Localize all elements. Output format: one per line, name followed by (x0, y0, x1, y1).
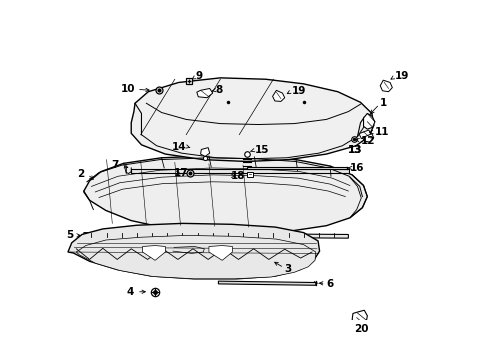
Polygon shape (131, 169, 348, 172)
Text: 8: 8 (215, 85, 223, 95)
Text: 3: 3 (284, 264, 291, 274)
Text: 12: 12 (360, 136, 374, 146)
Polygon shape (131, 78, 373, 162)
Polygon shape (76, 235, 315, 279)
Polygon shape (196, 89, 212, 98)
Text: 6: 6 (326, 279, 333, 289)
Polygon shape (358, 130, 370, 139)
Polygon shape (208, 246, 232, 260)
Polygon shape (68, 223, 319, 279)
Text: 15: 15 (254, 145, 268, 156)
Polygon shape (246, 172, 252, 177)
Text: 5: 5 (66, 230, 73, 240)
Text: 7: 7 (111, 160, 119, 170)
Polygon shape (84, 233, 347, 238)
Polygon shape (218, 281, 315, 285)
Text: 19: 19 (291, 86, 305, 96)
Text: 19: 19 (394, 72, 408, 81)
Text: 18: 18 (230, 171, 245, 181)
Text: 14: 14 (171, 142, 186, 152)
Polygon shape (351, 310, 366, 326)
Text: 11: 11 (374, 127, 388, 137)
Text: 10: 10 (120, 84, 135, 94)
Text: 1: 1 (380, 98, 386, 108)
Polygon shape (363, 113, 374, 129)
Polygon shape (380, 80, 391, 92)
Text: 9: 9 (195, 72, 203, 81)
Text: 13: 13 (347, 145, 361, 156)
Polygon shape (200, 148, 209, 156)
Text: 17: 17 (174, 167, 188, 177)
Text: 20: 20 (353, 324, 368, 334)
Polygon shape (272, 90, 284, 102)
Text: 2: 2 (77, 170, 84, 179)
Polygon shape (246, 167, 346, 169)
Text: 16: 16 (349, 163, 364, 173)
Polygon shape (362, 134, 373, 142)
Polygon shape (84, 156, 366, 233)
Polygon shape (142, 246, 165, 260)
Text: 13: 13 (347, 145, 361, 156)
Text: 4: 4 (126, 287, 134, 297)
